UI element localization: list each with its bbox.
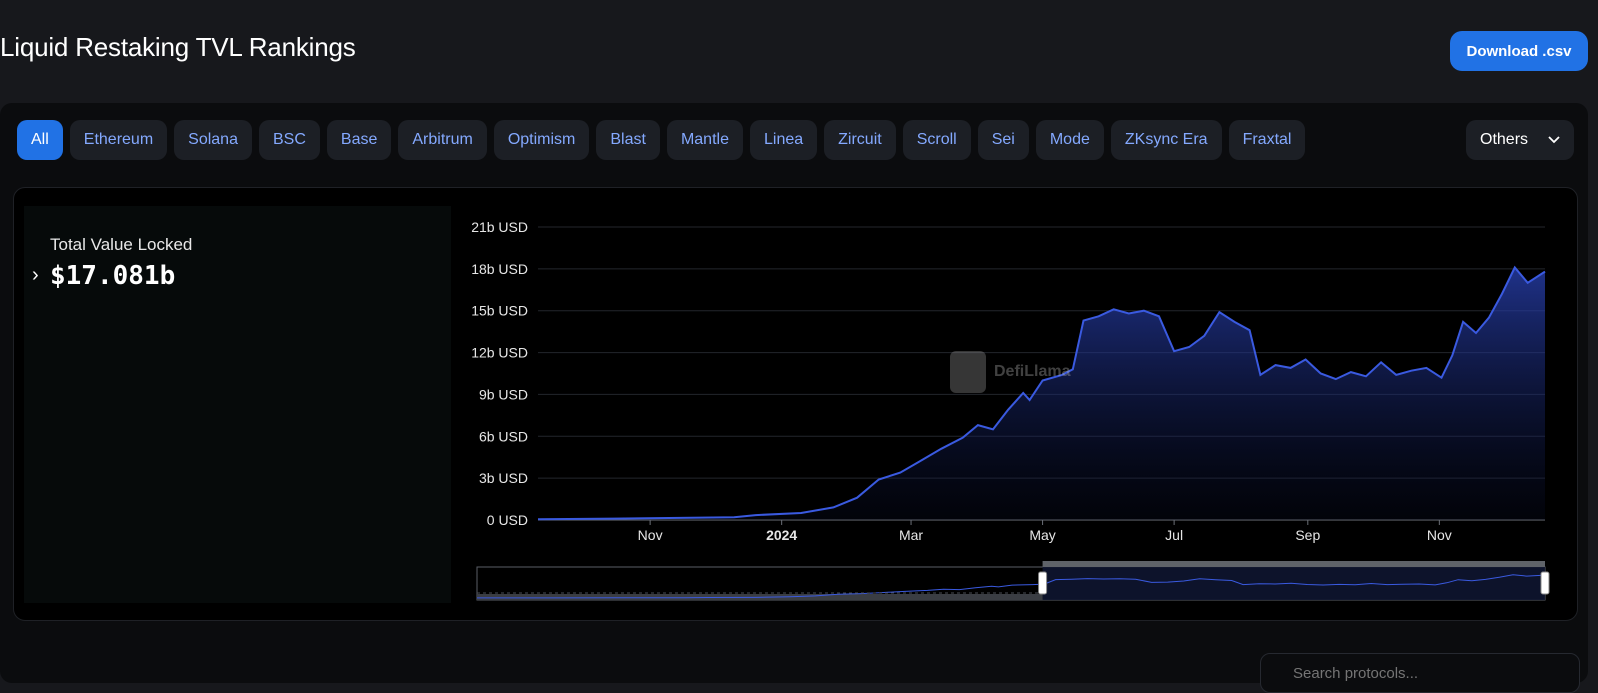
tvl-label: Total Value Locked [50, 235, 193, 254]
x-tick-label: 2024 [766, 527, 797, 543]
x-tick-label: Nov [1427, 527, 1452, 543]
tab-bsc[interactable]: BSC [258, 120, 320, 160]
y-tick-label: 18b USD [471, 261, 528, 277]
tvl-value: $17.081b [50, 261, 176, 291]
tab-mantle[interactable]: Mantle [666, 120, 743, 160]
tvl-chart[interactable]: 0 USD 3b USD 6b USD 9b USD 12b USD 15b USD 18b… [0, 0, 1598, 672]
watermark-text: DefiLlama [994, 363, 1071, 380]
y-tick-label: 0 USD [487, 512, 528, 528]
page-title: Liquid Restaking TVL Rankings [0, 32, 356, 62]
tab-solana[interactable]: Solana [174, 120, 252, 160]
tab-linea[interactable]: Linea [749, 120, 818, 160]
chain-tabs: All Ethereum Solana BSC Base Arbitrum Optimism… [17, 120, 1306, 160]
x-tick-label: Sep [1295, 527, 1320, 543]
tvl-stat-panel: Total Value Locked › $17.081b [24, 206, 451, 603]
y-tick-label: 9b USD [479, 386, 528, 402]
y-tick-label: 6b USD [479, 428, 528, 444]
download-csv-button[interactable]: Download .csv [1450, 31, 1588, 71]
x-tick-label: Mar [899, 527, 923, 543]
llama-logo-icon [950, 351, 986, 393]
tab-fraxtal[interactable]: Fraxtal [1228, 120, 1306, 160]
others-dropdown[interactable]: Others [1466, 120, 1574, 160]
others-label: Others [1480, 131, 1529, 148]
search-input[interactable] [1260, 653, 1580, 693]
zoom-handle[interactable] [1038, 571, 1048, 595]
x-tick-label: May [1029, 527, 1055, 543]
tab-ethereum[interactable]: Ethereum [69, 120, 168, 160]
tab-zircuit[interactable]: Zircuit [824, 120, 896, 160]
tab-all[interactable]: All [17, 120, 63, 160]
tab-zksync-era[interactable]: ZKsync Era [1110, 120, 1222, 160]
expand-chevron-icon[interactable]: › [32, 264, 39, 286]
y-tick-label: 21b USD [471, 219, 528, 235]
tab-sei[interactable]: Sei [977, 120, 1029, 160]
zoom-mini-line [477, 574, 1546, 599]
tab-base[interactable]: Base [326, 120, 392, 160]
zoom-top-bar [1042, 561, 1545, 567]
tab-optimism[interactable]: Optimism [493, 120, 590, 160]
y-tick-label: 3b USD [479, 470, 528, 486]
tab-scroll[interactable]: Scroll [902, 120, 971, 160]
tab-arbitrum[interactable]: Arbitrum [398, 120, 487, 160]
zoom-handle[interactable] [1540, 571, 1550, 595]
y-tick-label: 15b USD [471, 303, 528, 319]
x-tick-label: Nov [638, 527, 663, 543]
tvl-area [538, 267, 1545, 520]
tab-mode[interactable]: Mode [1035, 120, 1104, 160]
y-tick-label: 12b USD [471, 345, 528, 361]
x-tick-label: Jul [1165, 527, 1183, 543]
defillama-watermark: DefiLlama [950, 351, 1070, 393]
tab-blast[interactable]: Blast [596, 120, 660, 160]
tvl-line [537, 265, 1546, 521]
chevron-down-icon [1548, 136, 1560, 144]
